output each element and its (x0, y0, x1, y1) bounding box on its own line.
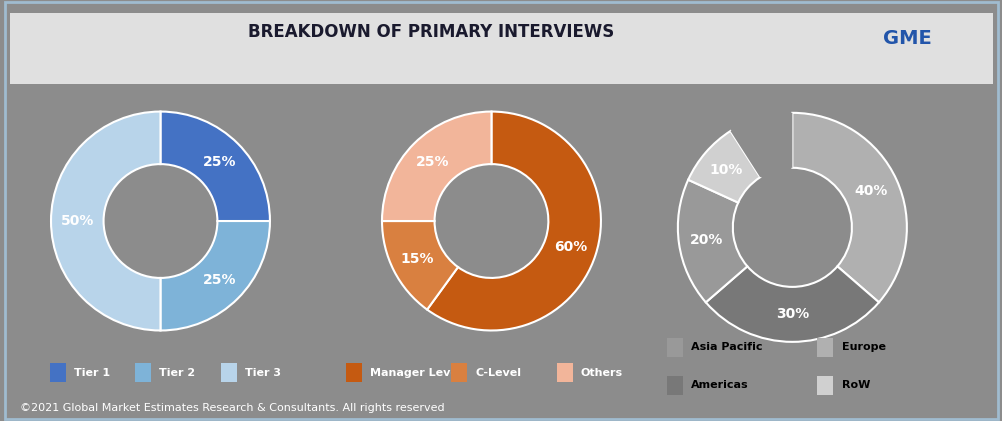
Text: 60%: 60% (553, 240, 586, 254)
Text: 25%: 25% (202, 155, 235, 169)
FancyBboxPatch shape (451, 363, 467, 382)
FancyBboxPatch shape (666, 376, 682, 395)
FancyBboxPatch shape (556, 363, 572, 382)
Text: Tier 3: Tier 3 (244, 368, 281, 378)
Wedge shape (160, 112, 270, 221)
Wedge shape (382, 221, 458, 309)
Wedge shape (382, 112, 491, 221)
Text: Asia Pacific: Asia Pacific (690, 342, 762, 352)
Text: 10%: 10% (709, 163, 742, 177)
FancyBboxPatch shape (817, 376, 833, 395)
Text: Tier 2: Tier 2 (159, 368, 195, 378)
FancyBboxPatch shape (220, 363, 236, 382)
FancyBboxPatch shape (346, 363, 362, 382)
Wedge shape (705, 266, 878, 342)
Wedge shape (729, 113, 792, 177)
Text: 20%: 20% (688, 233, 722, 247)
Wedge shape (427, 112, 600, 330)
Wedge shape (51, 112, 160, 330)
Text: 15%: 15% (400, 252, 434, 266)
Wedge shape (160, 221, 270, 330)
Text: 40%: 40% (854, 184, 888, 198)
Text: RoW: RoW (841, 380, 869, 390)
Text: BREAKDOWN OF PRIMARY INTERVIEWS: BREAKDOWN OF PRIMARY INTERVIEWS (247, 23, 614, 41)
Wedge shape (792, 113, 906, 302)
Wedge shape (677, 180, 746, 302)
Text: C-Level: C-Level (475, 368, 521, 378)
Text: Europe: Europe (841, 342, 885, 352)
Text: Tier 1: Tier 1 (74, 368, 110, 378)
Text: Americas: Americas (690, 380, 747, 390)
Text: Others: Others (580, 368, 622, 378)
Text: 50%: 50% (60, 214, 94, 228)
Text: Manager Level: Manager Level (370, 368, 461, 378)
FancyBboxPatch shape (817, 338, 833, 357)
FancyBboxPatch shape (50, 363, 66, 382)
Text: 25%: 25% (202, 273, 235, 287)
Text: 25%: 25% (416, 155, 449, 169)
FancyBboxPatch shape (135, 363, 151, 382)
Text: ©2021 Global Market Estimates Research & Consultants. All rights reserved: ©2021 Global Market Estimates Research &… (20, 402, 444, 413)
Text: 30%: 30% (775, 307, 809, 321)
FancyBboxPatch shape (666, 338, 682, 357)
Text: GME: GME (882, 29, 931, 48)
Wedge shape (687, 131, 760, 203)
